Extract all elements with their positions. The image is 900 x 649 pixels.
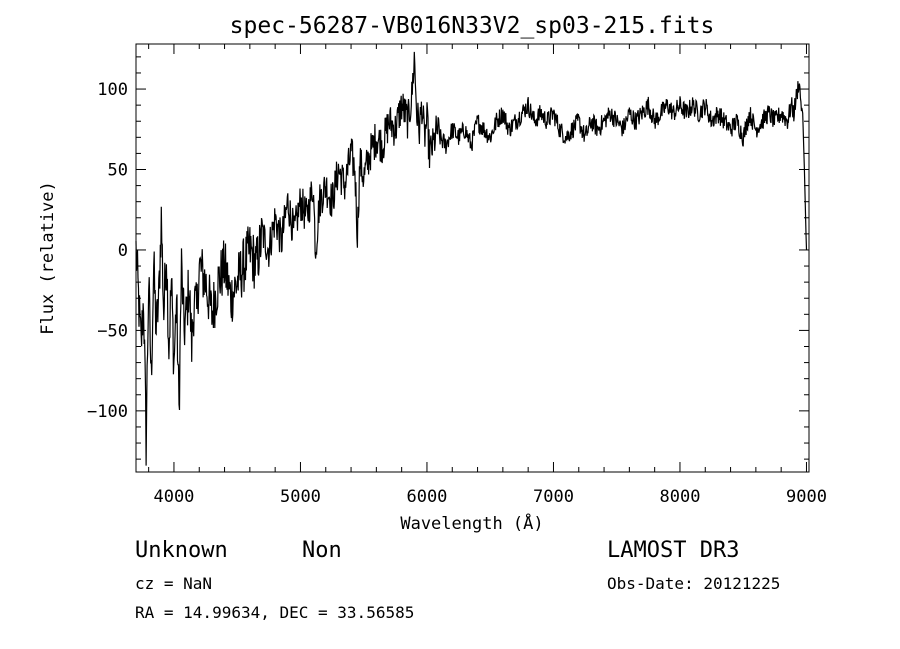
spectrum-series-line <box>135 51 808 466</box>
x-tick-label: 5000 <box>280 487 321 507</box>
x-tick-label: 6000 <box>406 487 447 507</box>
y-tick-label: −100 <box>87 402 128 422</box>
x-axis: 4000 5000 6000 7000 8000 9000 <box>148 44 827 507</box>
coordinates-label: RA = 14.99634, DEC = 33.56585 <box>135 603 415 622</box>
x-tick-label: 8000 <box>659 487 700 507</box>
object-class-label: Unknown <box>135 538 228 563</box>
y-tick-label: 50 <box>108 161 128 181</box>
cz-label: cz = NaN <box>135 574 213 593</box>
subclass-label: Non <box>302 538 342 563</box>
survey-label: LAMOST DR3 <box>607 538 740 563</box>
y-tick-label: −50 <box>97 321 128 341</box>
chart-title: spec-56287-VB016N33V2_sp03-215.fits <box>230 13 715 39</box>
y-axis-label: Flux (relative) <box>38 181 58 335</box>
x-tick-label: 7000 <box>533 487 574 507</box>
plot-frame <box>135 43 810 473</box>
obs-date-label: Obs-Date: 20121225 <box>607 574 781 593</box>
y-axis: −100 −50 0 50 100 <box>87 56 809 460</box>
y-tick-label: 0 <box>118 241 128 261</box>
x-axis-label: Wavelength (Å) <box>400 512 543 534</box>
x-tick-label: 4000 <box>153 487 194 507</box>
y-tick-label: 100 <box>97 80 128 100</box>
x-tick-label: 9000 <box>786 487 827 507</box>
